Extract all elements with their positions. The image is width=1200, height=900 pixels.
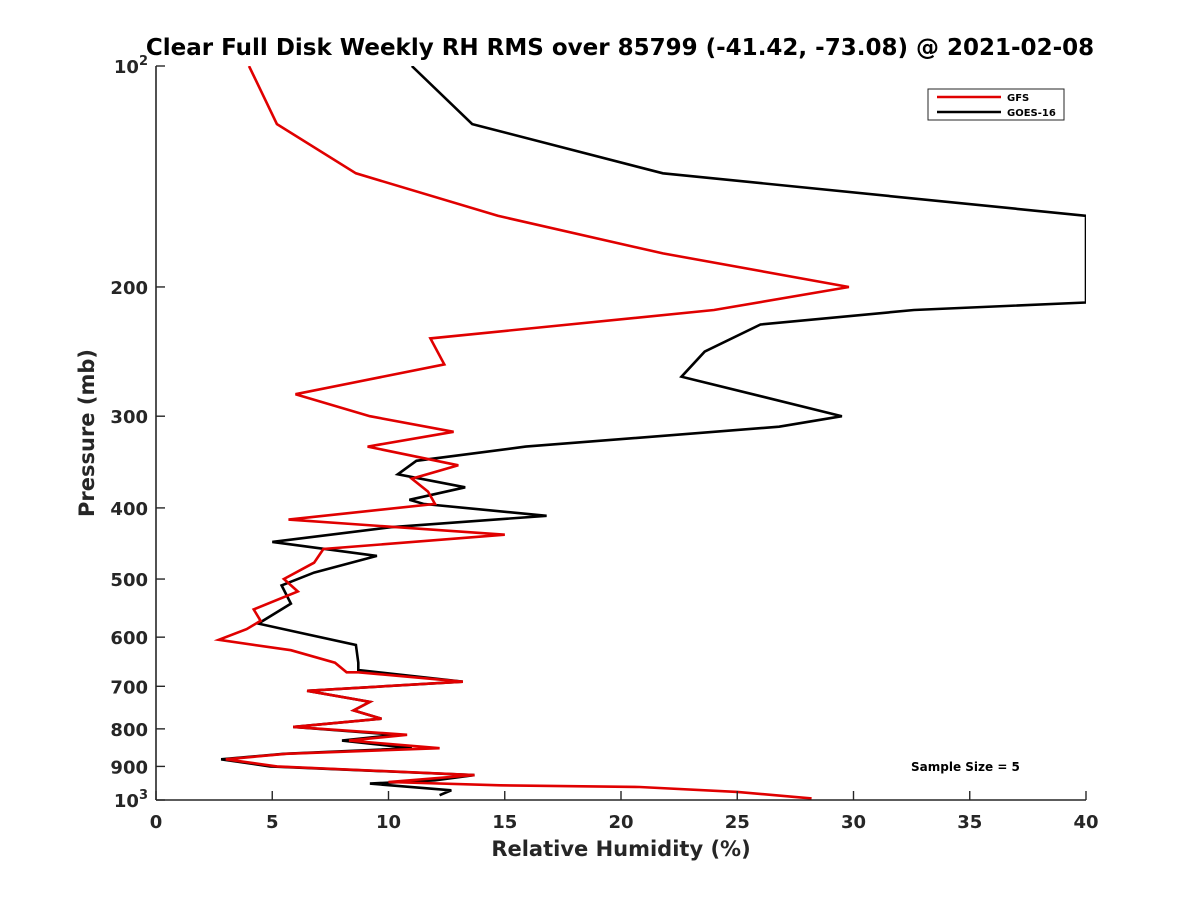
y-axis-label: Pressure (mb): [75, 349, 99, 517]
x-ticks: 0 5 10 15 20 25 30 35 40: [150, 791, 1099, 833]
legend-label-gfs: GFS: [1007, 93, 1029, 104]
y-tick-label: 200: [110, 278, 148, 299]
y-tick-label: 102: [114, 54, 148, 78]
y-tick-label: 700: [110, 677, 148, 698]
y-tick-label: 400: [110, 499, 148, 520]
y-tick-label: 800: [110, 720, 148, 741]
y-ticks: 102 200 300 400 500 600 700 800 900 103: [110, 54, 165, 812]
sample-size-annotation: Sample Size = 5: [911, 760, 1020, 774]
x-tick-label: 30: [841, 812, 866, 833]
legend-box: [927, 88, 1065, 121]
plot-series: [213, 66, 1086, 800]
legend-label-goes-16: GOES-16: [1007, 108, 1056, 119]
y-tick-label: 500: [110, 570, 148, 591]
x-tick-label: 10: [376, 812, 401, 833]
y-tick-label: 300: [110, 407, 148, 428]
x-axis-label: Relative Humidity (%): [491, 837, 750, 861]
legend: GFS GOES-16: [927, 88, 1065, 121]
y-tick-label: 600: [110, 628, 148, 649]
x-tick-label: 35: [957, 812, 982, 833]
x-tick-label: 15: [492, 812, 517, 833]
x-tick-label: 5: [266, 812, 279, 833]
legend-entries: GFS GOES-16: [937, 93, 1056, 119]
x-tick-label: 20: [608, 812, 633, 833]
x-tick-label: 25: [725, 812, 750, 833]
y-tick-label: 103: [114, 788, 148, 812]
x-tick-label: 40: [1073, 812, 1098, 833]
x-tick-label: 0: [150, 812, 163, 833]
series-line-gfs: [213, 66, 850, 800]
chart-title: Clear Full Disk Weekly RH RMS over 85799…: [146, 35, 1094, 61]
y-tick-label: 900: [110, 757, 148, 778]
